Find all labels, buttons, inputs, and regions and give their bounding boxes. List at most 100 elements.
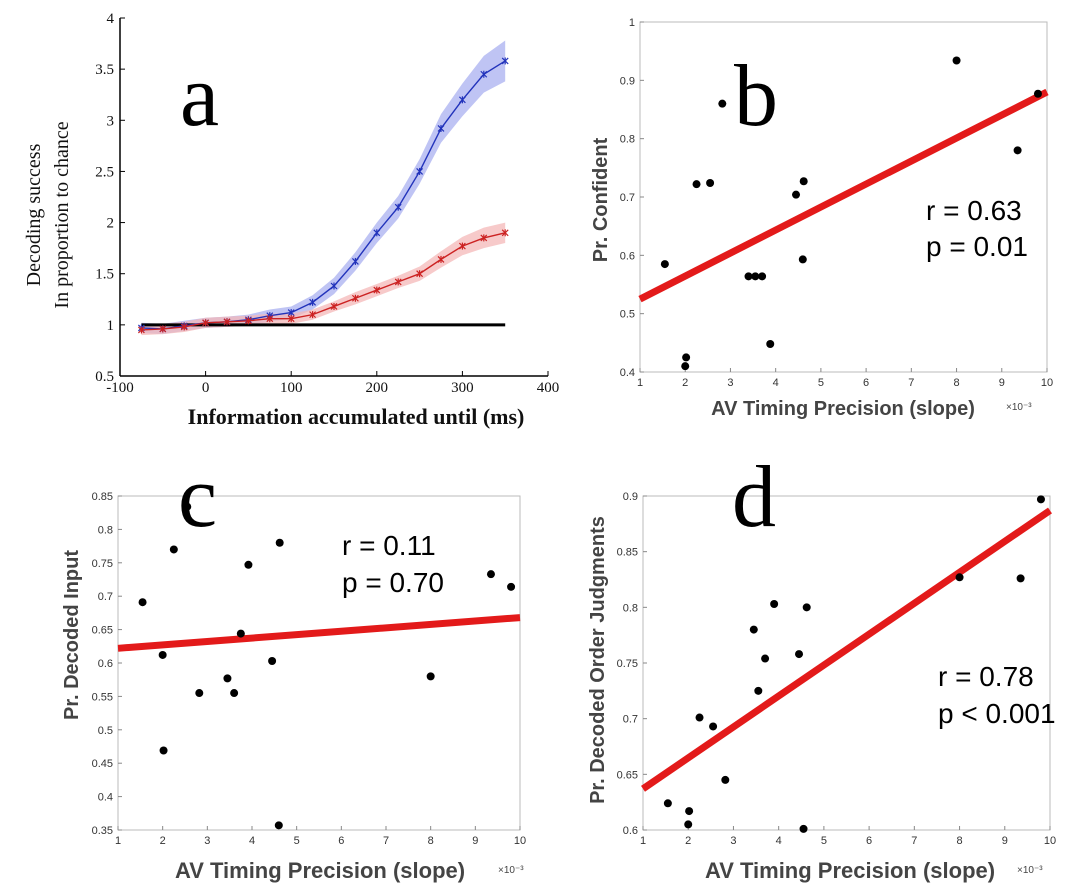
- d-xlabel: AV Timing Precision (slope): [705, 858, 995, 883]
- d-data-point: [1036, 495, 1045, 504]
- a-marker-series-1: [223, 318, 231, 326]
- a-ticks: -100 0 100 200 300 400 0.5 1 1.5 2 2.5 3 3.5 4: [95, 11, 559, 396]
- b-x-tick-label: 10: [1041, 377, 1053, 389]
- a-marker-series-0: [437, 124, 445, 132]
- b-plot: 1 2 3 4 5 6 7 8 9 10 0.4 0.5 0.6 0.7 0.8 0.9 1: [620, 17, 1053, 389]
- a-axes: [119, 17, 549, 377]
- c-y-tick-label: 0.5: [98, 725, 113, 737]
- d-x-tick-label: 4: [776, 835, 782, 847]
- c-data-point: [195, 689, 204, 698]
- d-data-point: [684, 820, 693, 829]
- b-stat-r: r = 0.63: [926, 195, 1022, 226]
- a-line-series-1: [141, 232, 506, 331]
- c-y-tick-label: 0.45: [92, 758, 113, 770]
- d-data-point: [663, 799, 672, 808]
- panel-letter-c: c: [178, 449, 217, 546]
- panel-letter-b: b: [734, 48, 778, 145]
- b-x-multiplier: ×10⁻³: [1006, 402, 1032, 413]
- b-y-tick-label: 0.8: [620, 134, 635, 146]
- c-plot-frame: [117, 495, 521, 831]
- a-y-tick-label: 4: [107, 11, 115, 27]
- c-data-point: [507, 582, 516, 591]
- a-marker-series-0: [416, 167, 424, 175]
- c-y-tick-label: 0.55: [92, 691, 113, 703]
- c-data-point: [275, 538, 284, 547]
- a-marker-series-0: [309, 298, 317, 306]
- b-x-tick-label: 1: [637, 377, 643, 389]
- a-y-tick-label: 3: [107, 113, 115, 129]
- d-plot: 1 2 3 4 5 6 7 8 9 10 0.6 0.65 0.7 0.75 0.8 0.85 0.9: [617, 491, 1057, 847]
- a-band-series-1: [141, 222, 506, 336]
- d-y-tick-label: 0.65: [617, 769, 638, 781]
- a-ylabel-line2: In proportion to chance: [51, 121, 73, 308]
- a-marker-series-0: [394, 203, 402, 211]
- d-data-point: [695, 713, 704, 722]
- b-y-tick-label: 0.7: [620, 192, 635, 204]
- d-y-tick-label: 0.7: [623, 714, 638, 726]
- d-fit-line: [641, 507, 1052, 792]
- d-data-point: [761, 654, 770, 663]
- d-stat-r: r = 0.78: [938, 661, 1034, 692]
- a-marker-series-0: [458, 96, 466, 104]
- d-data-point: [799, 824, 808, 833]
- a-marker-series-1: [330, 302, 338, 310]
- a-marker-series-1: [287, 315, 295, 323]
- c-stat-r: r = 0.11: [342, 530, 436, 561]
- c-data-point: [183, 502, 192, 511]
- c-ylabel: Pr. Decoded Input: [61, 550, 83, 720]
- a-marker-series-1: [480, 234, 488, 242]
- d-x-tick-label: 10: [1044, 835, 1056, 847]
- b-x-tick-label: 7: [908, 377, 914, 389]
- panel-letter-d: d: [732, 449, 776, 546]
- d-y-tick-label: 0.9: [623, 491, 638, 503]
- a-y-tick-label: 0.5: [95, 369, 114, 385]
- b-data-point: [660, 260, 669, 269]
- a-y-tick-label: 2: [107, 216, 115, 232]
- c-x-tick-label: 10: [514, 835, 526, 847]
- a-marker-series-0: [351, 257, 359, 265]
- panel-d: 1 2 3 4 5 6 7 8 9 10 0.6 0.65 0.7 0.75 0.8 0.85 0.9 d r …: [587, 449, 1056, 883]
- c-x-tick-label: 4: [249, 835, 255, 847]
- d-x-tick-label: 2: [685, 835, 691, 847]
- a-marker-series-0: [373, 229, 381, 237]
- d-x-multiplier: ×10⁻³: [1017, 865, 1043, 876]
- c-data-point: [138, 598, 147, 607]
- c-data-point: [244, 560, 253, 569]
- a-marker-series-1: [159, 325, 167, 333]
- panel-b: 1 2 3 4 5 6 7 8 9 10 0.4 0.5 0.6 0.7 0.8 0.9 1 b r = 0.6…: [590, 17, 1053, 420]
- b-y-tick-label: 0.9: [620, 75, 635, 87]
- c-y-tick-label: 0.8: [98, 524, 113, 536]
- b-x-tick-label: 4: [773, 377, 779, 389]
- c-y-tick-label: 0.35: [92, 825, 113, 837]
- c-data-point: [230, 689, 239, 698]
- c-xlabel: AV Timing Precision (slope): [175, 858, 465, 883]
- c-y-tick-label: 0.85: [92, 491, 113, 503]
- a-y-tick-label: 1.5: [95, 267, 114, 283]
- a-y-tick-label: 2.5: [95, 164, 114, 180]
- a-marker-series-1: [180, 323, 188, 331]
- c-data-point: [159, 746, 168, 755]
- b-y-tick-label: 0.4: [620, 367, 635, 379]
- c-y-tick-label: 0.75: [92, 558, 113, 570]
- a-marker-series-1: [416, 270, 424, 278]
- b-data-point: [792, 190, 801, 199]
- c-x-tick-label: 2: [160, 835, 166, 847]
- d-x-tick-label: 8: [956, 835, 962, 847]
- d-data-point: [770, 599, 779, 608]
- c-x-multiplier: ×10⁻³: [498, 865, 524, 876]
- a-marker-series-1: [137, 326, 145, 334]
- b-data-point: [798, 255, 807, 264]
- c-y-tick-label: 0.7: [98, 591, 113, 603]
- d-y-tick-label: 0.8: [623, 602, 638, 614]
- panel-letter-a: a: [180, 48, 219, 145]
- b-data-point: [1033, 89, 1042, 98]
- d-ylabel: Pr. Decoded Order Judgments: [587, 516, 609, 804]
- b-data-point: [751, 272, 760, 281]
- b-y-tick-label: 0.6: [620, 250, 635, 262]
- c-y-tick-label: 0.4: [98, 792, 113, 804]
- d-data-point: [685, 807, 694, 816]
- d-y-tick-label: 0.85: [617, 547, 638, 559]
- d-data-point: [955, 573, 964, 582]
- d-data-point: [795, 650, 804, 659]
